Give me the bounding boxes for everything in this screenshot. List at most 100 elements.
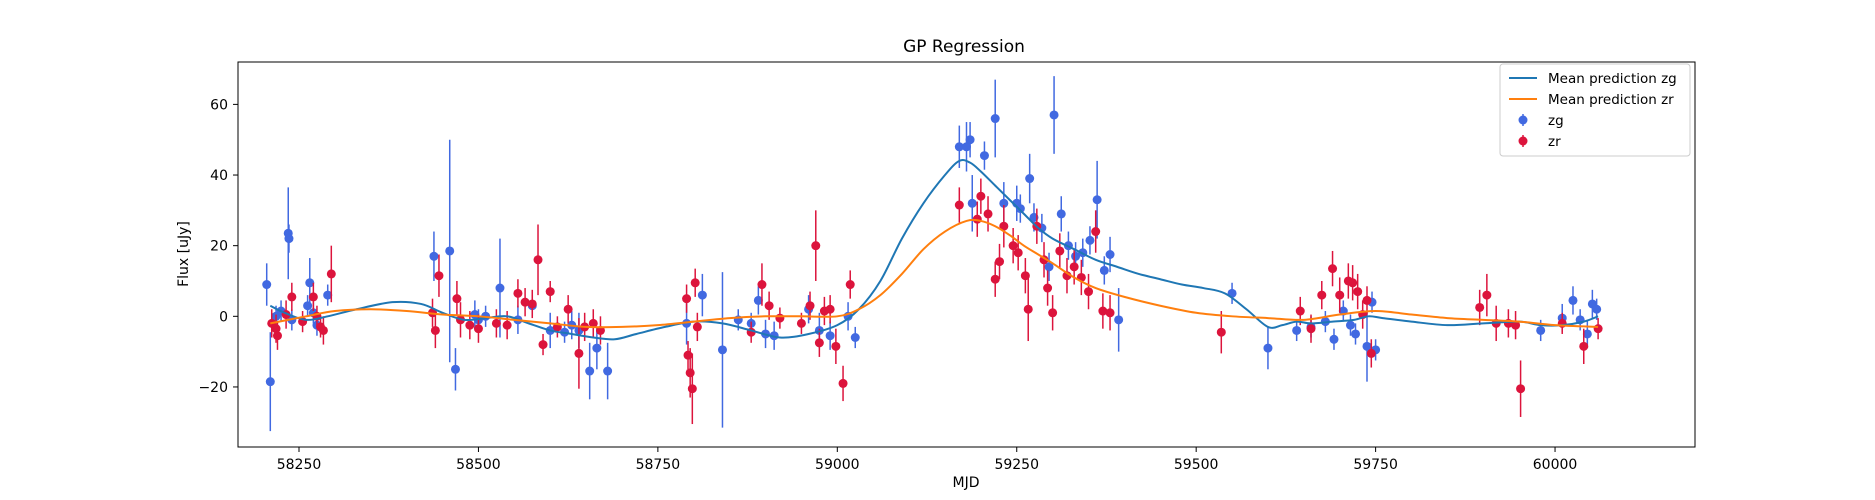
data-point-zr [513, 288, 523, 298]
y-axis: −20 0 20 40 60 [198, 97, 238, 396]
x-tick-label: 59250 [994, 457, 1039, 473]
data-point-zr [1105, 308, 1115, 318]
data-point-zr [811, 241, 821, 251]
data-point-zg [999, 198, 1009, 208]
data-point-zr [1362, 295, 1372, 305]
data-point-zr [976, 191, 986, 201]
data-point-zr [1475, 302, 1485, 312]
data-point-zr [520, 297, 530, 307]
data-point-zg [1582, 329, 1592, 339]
data-point-zg [1592, 304, 1602, 314]
data-point-zr [1335, 290, 1345, 300]
x-tick-label: 59500 [1174, 457, 1219, 473]
data-point-zr [990, 274, 1000, 284]
data-point-zr [764, 301, 774, 311]
data-point-zg [323, 290, 333, 300]
data-point-zr [588, 318, 598, 328]
data-point-zr [692, 322, 702, 332]
data-point-zr [465, 320, 475, 330]
data-point-zr [814, 338, 824, 348]
data-point-zg [1329, 334, 1339, 344]
x-axis: 58250 58500 58750 59000 59250 59500 59750 60000 [277, 447, 1578, 473]
data-point-zg [717, 345, 727, 355]
y-tick-label: 0 [219, 309, 228, 325]
data-point-zr [845, 280, 855, 290]
data-point-zg [1362, 341, 1372, 351]
series-zr-points [267, 178, 1603, 425]
data-point-zr [308, 292, 318, 302]
data-point-zr [831, 341, 841, 351]
data-point-zr [1023, 304, 1033, 314]
x-tick-label: 58250 [277, 457, 322, 473]
data-point-zg [1568, 295, 1578, 305]
data-point-zr [1511, 320, 1521, 330]
x-tick-label: 59000 [815, 457, 860, 473]
data-point-zg [305, 278, 315, 288]
legend-label-mean-zr: Mean prediction zr [1548, 92, 1674, 108]
data-point-zr [545, 287, 555, 297]
data-point-zg [965, 135, 975, 145]
data-point-zr [954, 200, 964, 210]
data-point-zr [685, 368, 695, 378]
data-point-zr [326, 269, 336, 279]
legend-label-zr: zr [1548, 134, 1561, 150]
data-point-zr [491, 318, 501, 328]
data-point-zg [967, 198, 977, 208]
data-point-zg [1292, 325, 1302, 335]
data-point-zr [1353, 287, 1363, 297]
data-point-zg [1536, 325, 1546, 335]
data-point-zg [1351, 329, 1361, 339]
legend-marker-zr [1518, 136, 1528, 146]
data-point-zr [434, 271, 444, 281]
data-point-zr [271, 324, 281, 334]
x-tick-label: 58750 [636, 457, 681, 473]
data-point-zg [592, 343, 602, 353]
data-point-zr [1098, 306, 1108, 316]
data-point-zr [757, 280, 767, 290]
data-point-zr [838, 378, 848, 388]
series-line-mean-zg [269, 159, 1599, 341]
data-point-zr [690, 278, 700, 288]
legend-label-mean-zg: Mean prediction zg [1548, 71, 1677, 87]
data-point-zr [1091, 227, 1101, 237]
data-point-zg [1025, 174, 1035, 184]
data-point-zg [1099, 265, 1109, 275]
data-point-zg [1345, 320, 1355, 330]
data-point-zg [284, 234, 294, 244]
data-point-zr [1216, 327, 1226, 337]
data-point-zr [983, 209, 993, 219]
data-point-zg [450, 364, 460, 374]
data-point-zr [683, 350, 693, 360]
data-point-zr [533, 255, 543, 265]
legend-marker-zg [1518, 115, 1528, 125]
data-point-zg [1049, 110, 1059, 120]
data-point-zr [527, 299, 537, 309]
data-point-zr [1013, 248, 1023, 258]
data-point-zr [995, 257, 1005, 267]
data-point-zg [429, 251, 439, 261]
data-point-zr [682, 294, 692, 304]
plot-area [237, 61, 1696, 448]
data-point-zg [1105, 250, 1115, 259]
y-tick-label: 40 [210, 168, 228, 184]
x-tick-label: 60000 [1533, 457, 1578, 473]
y-tick-label: 60 [210, 97, 228, 113]
data-point-zg [962, 142, 971, 152]
data-point-zg [979, 151, 989, 161]
data-point-zg [585, 366, 595, 376]
data-point-zr [1295, 306, 1305, 316]
data-point-zr [999, 221, 1009, 231]
data-point-zr [805, 301, 815, 311]
data-point-zr [1048, 308, 1058, 318]
data-point-zg [303, 301, 313, 311]
x-tick-label: 59750 [1353, 457, 1398, 473]
data-point-zg [603, 366, 613, 376]
data-point-zg [445, 246, 455, 256]
data-point-zr [1482, 290, 1492, 300]
data-point-zr [1043, 283, 1053, 293]
data-point-zr [796, 318, 806, 328]
data-point-zr [1348, 278, 1358, 288]
data-point-zr [825, 304, 835, 314]
data-point-zg [1263, 343, 1273, 353]
data-point-zr [430, 325, 440, 335]
